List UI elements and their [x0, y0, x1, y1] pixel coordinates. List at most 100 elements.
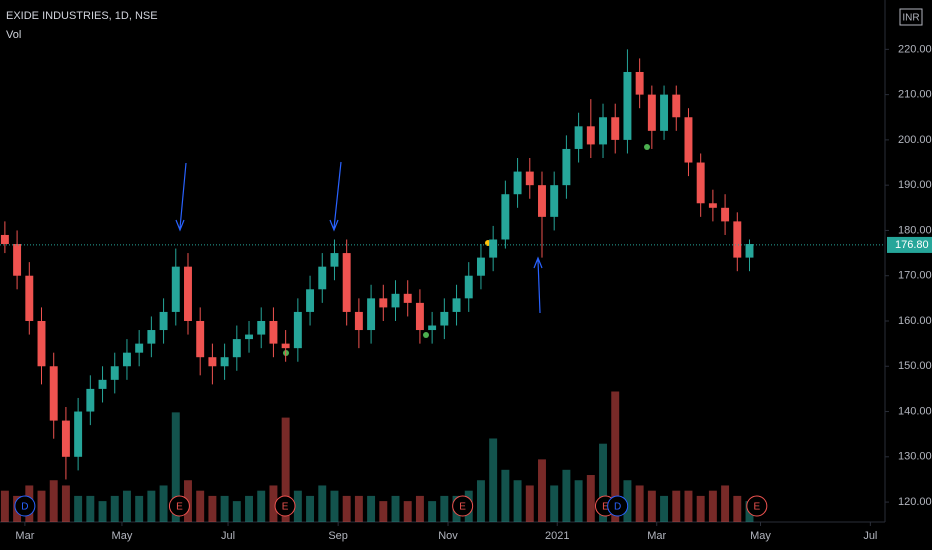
chart-title: EXIDE INDUSTRIES, 1D, NSE	[6, 10, 158, 22]
volume-bar	[342, 495, 351, 522]
volume-bar	[489, 438, 498, 522]
volume-bar	[574, 480, 583, 522]
y-tick-label: 140.00	[898, 405, 932, 417]
y-tick-label: 160.00	[898, 315, 932, 327]
volume-bar	[647, 490, 656, 522]
volume-bar	[122, 490, 131, 522]
candle-body	[464, 275, 473, 299]
volume-bar	[672, 490, 681, 522]
volume-bar	[513, 480, 522, 522]
volume-bar	[550, 485, 559, 522]
candle-body	[98, 379, 107, 389]
event-label: E	[176, 502, 183, 513]
y-tick-label: 220.00	[898, 43, 932, 55]
candle-body	[318, 266, 327, 290]
event-label: E	[602, 502, 609, 513]
candle-body	[74, 411, 83, 457]
candle-body	[135, 343, 144, 353]
candle-body	[184, 266, 192, 321]
volume-bar	[293, 490, 302, 522]
arrow	[533, 256, 543, 314]
candle-body	[574, 126, 583, 149]
volume-bar	[476, 480, 485, 522]
volume-bar	[684, 490, 693, 522]
candle-body	[696, 162, 705, 204]
y-tick-label: 210.00	[898, 89, 932, 101]
candle-body	[367, 298, 376, 331]
x-tick-label: Mar	[647, 530, 666, 542]
y-tick-label: 130.00	[898, 451, 932, 463]
x-tick-label: Jul	[221, 530, 235, 542]
candle-body	[379, 298, 388, 308]
event-label: D	[614, 502, 621, 513]
volume-bar	[440, 495, 449, 522]
volume-bar	[330, 490, 339, 522]
event-label: E	[282, 502, 289, 513]
candle-body	[538, 185, 546, 217]
y-tick-label: 200.00	[898, 134, 932, 146]
volume-bar	[354, 495, 363, 522]
candle-body	[452, 298, 461, 312]
volume-bar	[721, 485, 730, 522]
event-marker	[607, 495, 629, 517]
candle-body	[647, 94, 656, 131]
volume-bar	[599, 443, 607, 522]
x-tick-label: May	[112, 530, 133, 542]
candle-body	[721, 207, 730, 222]
volume-bar	[696, 495, 705, 522]
candle-body	[586, 126, 595, 145]
event-marker	[14, 495, 36, 517]
candle-body	[684, 117, 693, 163]
volume-bar	[147, 490, 156, 522]
x-tick-label: Nov	[438, 530, 458, 542]
volume-bar	[367, 495, 376, 522]
candle-body	[672, 94, 681, 118]
candle-body	[733, 221, 742, 258]
candle-body	[37, 320, 46, 367]
currency-label[interactable]: INR	[902, 13, 919, 24]
event-label: E	[753, 502, 760, 513]
candle-body	[281, 343, 290, 349]
volume-bar	[415, 495, 424, 522]
volume-bar	[135, 495, 144, 522]
volume-bar	[232, 501, 241, 522]
volume-bar	[98, 501, 107, 522]
candle-body	[415, 302, 424, 331]
volume-bar	[306, 495, 315, 522]
candle-body	[550, 185, 559, 217]
volume-bar	[562, 469, 571, 522]
candle-body	[330, 253, 339, 267]
candle-body	[635, 71, 644, 95]
candle-body	[61, 420, 70, 457]
candle-body	[525, 171, 534, 186]
volume-bar	[171, 412, 180, 522]
candle-body	[306, 289, 315, 312]
last-price-label: 176.80	[895, 239, 929, 251]
candle-body	[562, 148, 571, 186]
candle-body	[159, 311, 168, 331]
y-tick-label: 120.00	[898, 496, 932, 508]
signal-dot	[644, 144, 650, 150]
volume-bar	[196, 490, 205, 522]
candle-body	[245, 334, 253, 340]
candle-body	[599, 117, 607, 145]
candle-body	[13, 244, 22, 276]
candle-body	[86, 388, 95, 412]
volume-bar	[733, 495, 742, 522]
candle-body	[611, 117, 620, 140]
y-tick-label: 170.00	[898, 270, 932, 282]
candle-body	[147, 330, 156, 344]
candle-body	[208, 357, 217, 367]
event-marker	[452, 495, 474, 517]
y-tick-label: 180.00	[898, 224, 932, 236]
candle-body	[623, 71, 632, 140]
y-tick-label: 190.00	[898, 179, 932, 191]
currency-box[interactable]	[899, 8, 923, 26]
candle-body	[110, 366, 119, 380]
candle-body	[293, 311, 302, 349]
candle-body	[171, 266, 180, 312]
candle-body	[354, 311, 363, 331]
candle-body	[49, 366, 58, 421]
